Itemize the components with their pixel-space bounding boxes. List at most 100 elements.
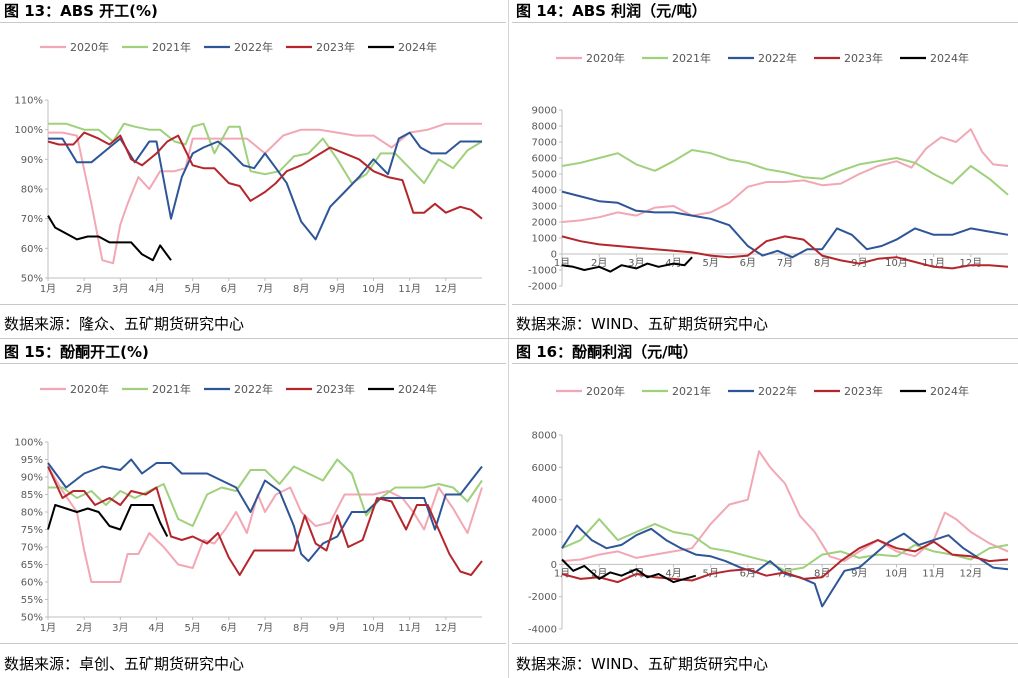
title-rule bbox=[0, 363, 506, 364]
y-tick-label: 9000 bbox=[532, 106, 557, 117]
y-tick-label: 4000 bbox=[532, 495, 557, 506]
x-tick-label: 12月 bbox=[434, 283, 457, 295]
x-tick-label: 1月 bbox=[40, 283, 56, 295]
y-tick-label: -1000 bbox=[528, 266, 557, 277]
source-rule bbox=[0, 643, 506, 644]
y-tick-label: 4000 bbox=[532, 186, 557, 197]
y-tick-label: 95% bbox=[21, 455, 43, 466]
x-tick-label: 2月 bbox=[76, 622, 92, 634]
legend-label: 2022年 bbox=[234, 382, 273, 396]
chart-panel-abs-profit: 图 14：ABS 利润（元/吨） 2020年 2021年 2022年 2023年 202… bbox=[512, 0, 1018, 338]
line-chart: 2020年 2021年 2022年 2023年 2024年 50% 55% 60% 65% 70%… bbox=[14, 382, 483, 634]
x-tick-label: 2月 bbox=[76, 283, 92, 295]
chart-panel-phenol-ketone-profit: 图 16：酚酮利润（元/吨） 2020年 2021年 2022年 2023年 2024年… bbox=[512, 341, 1018, 678]
y-tick-label: -2000 bbox=[528, 282, 557, 293]
chart-panel-abs-operating-rate: 图 13：ABS 开工(%) 2020年 2021年 2022年 2023年 2024年… bbox=[0, 0, 506, 338]
x-tick-label: 10月 bbox=[362, 622, 385, 634]
y-tick-label: 60% bbox=[21, 578, 43, 589]
y-tick-label: 50% bbox=[21, 613, 43, 624]
column-divider bbox=[508, 0, 509, 678]
x-tick-label: 6月 bbox=[221, 283, 237, 295]
source-note: 数据来源：隆众、五矿期货研究中心 bbox=[4, 315, 245, 333]
legend-label: 2022年 bbox=[234, 40, 273, 54]
legend-label: 2023年 bbox=[316, 382, 355, 396]
y-tick-label: 6000 bbox=[532, 463, 557, 474]
x-tick-label: 12月 bbox=[434, 622, 457, 634]
legend-label: 2020年 bbox=[586, 51, 625, 65]
y-tick-label: 5000 bbox=[532, 170, 557, 181]
x-tick-label: 1月 bbox=[554, 567, 570, 579]
row-divider bbox=[0, 338, 1018, 339]
legend-label: 2023年 bbox=[844, 51, 883, 65]
x-tick-label: 8月 bbox=[814, 567, 830, 579]
y-tick-label: -4000 bbox=[528, 625, 557, 636]
legend-label: 2024年 bbox=[398, 382, 437, 396]
y-tick-label: 60% bbox=[21, 244, 43, 255]
legend-label: 2022年 bbox=[758, 51, 797, 65]
legend-label: 2024年 bbox=[398, 40, 437, 54]
legend-label: 2024年 bbox=[930, 384, 969, 398]
legend-label: 2020年 bbox=[586, 384, 625, 398]
x-tick-label: 9月 bbox=[851, 567, 867, 579]
source-note: 数据来源：WIND、五矿期货研究中心 bbox=[516, 655, 769, 673]
y-tick-label: 3000 bbox=[532, 202, 557, 213]
y-tick-label: 75% bbox=[21, 525, 43, 536]
source-note: 数据来源：WIND、五矿期货研究中心 bbox=[516, 315, 769, 333]
series-line-2024年 bbox=[561, 558, 697, 584]
x-tick-label: 10月 bbox=[885, 257, 908, 269]
y-tick-label: 100% bbox=[14, 438, 43, 449]
x-tick-label: 7月 bbox=[777, 257, 793, 269]
title-rule bbox=[0, 22, 506, 23]
x-tick-label: 6月 bbox=[740, 257, 756, 269]
x-tick-label: 11月 bbox=[398, 622, 421, 634]
x-tick-label: 5月 bbox=[702, 257, 718, 269]
legend-label: 2022年 bbox=[758, 384, 797, 398]
x-tick-label: 9月 bbox=[329, 283, 345, 295]
legend-label: 2021年 bbox=[152, 382, 191, 396]
line-chart: 2020年 2021年 2022年 2023年 2024年 -2000 -1000 0 1000… bbox=[528, 51, 1009, 293]
y-tick-label: 80% bbox=[21, 508, 43, 519]
x-tick-label: 1月 bbox=[40, 622, 56, 634]
series-line-2020年 bbox=[48, 122, 482, 265]
y-tick-label: 65% bbox=[21, 560, 43, 571]
series-line-2020年 bbox=[561, 128, 1009, 223]
y-tick-label: 2000 bbox=[532, 528, 557, 539]
series-line-2023年 bbox=[47, 131, 483, 220]
series-line-2022年 bbox=[48, 131, 482, 241]
y-tick-label: 85% bbox=[21, 490, 43, 501]
x-tick-label: 3月 bbox=[112, 283, 128, 295]
x-tick-label: 1月 bbox=[554, 257, 570, 269]
x-tick-label: 11月 bbox=[398, 283, 421, 295]
x-tick-label: 12月 bbox=[959, 567, 982, 579]
x-tick-label: 6月 bbox=[221, 622, 237, 634]
legend-label: 2021年 bbox=[672, 384, 711, 398]
x-tick-label: 5月 bbox=[184, 622, 200, 634]
series-line-2024年 bbox=[47, 504, 169, 537]
y-tick-label: 100% bbox=[14, 125, 43, 136]
x-tick-label: 4月 bbox=[148, 622, 164, 634]
series-line-2024年 bbox=[561, 256, 693, 273]
y-tick-label: 0 bbox=[551, 560, 557, 571]
y-tick-label: 110% bbox=[14, 96, 43, 107]
panel-title: 图 14：ABS 利润（元/吨） bbox=[516, 2, 707, 20]
legend-label: 2023年 bbox=[316, 40, 355, 54]
source-rule bbox=[512, 643, 1018, 644]
source-rule bbox=[0, 304, 506, 305]
series-line-2023年 bbox=[561, 539, 1009, 584]
series-line-2020年 bbox=[47, 465, 483, 583]
y-tick-label: 50% bbox=[21, 274, 43, 285]
series-line-2023年 bbox=[47, 466, 483, 576]
panel-title: 图 13：ABS 开工(%) bbox=[4, 2, 158, 20]
series-line-2024年 bbox=[47, 215, 172, 262]
line-chart: 2020年 2021年 2022年 2023年 2024年 -4000 -2000 0 2000… bbox=[528, 384, 1009, 636]
x-tick-label: 11月 bbox=[922, 567, 945, 579]
source-rule bbox=[512, 304, 1018, 305]
series-line-2021年 bbox=[561, 518, 1009, 572]
series-line-2022年 bbox=[561, 190, 1009, 259]
y-tick-label: 70% bbox=[21, 543, 43, 554]
legend-label: 2020年 bbox=[70, 382, 109, 396]
chart-panel-phenol-ketone-operating-rate: 图 15：酚酮开工(%) 2020年 2021年 2022年 2023年 2024年 50… bbox=[0, 341, 506, 678]
y-tick-label: 90% bbox=[21, 155, 43, 166]
y-tick-label: 55% bbox=[21, 595, 43, 606]
x-tick-label: 5月 bbox=[184, 283, 200, 295]
